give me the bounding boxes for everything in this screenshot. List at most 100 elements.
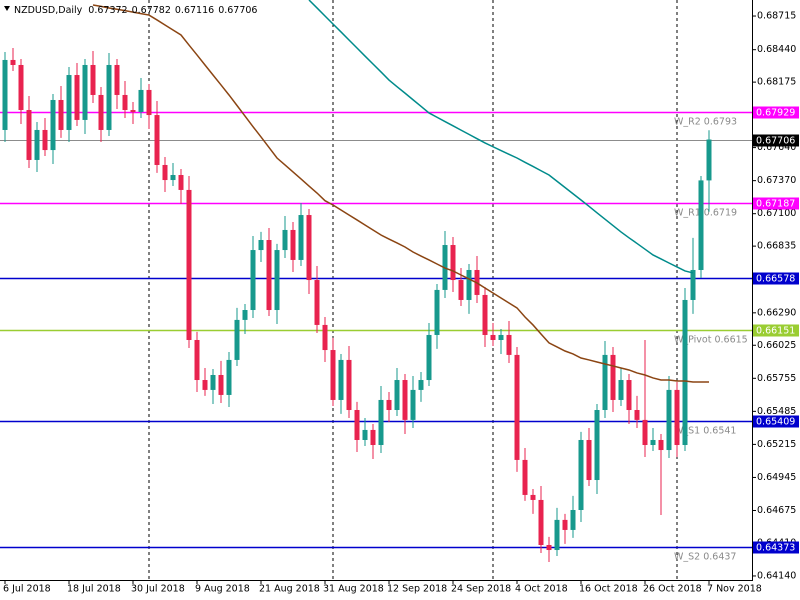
header-high: 0.67782 — [132, 5, 171, 16]
candle-body — [162, 164, 168, 181]
level-price-label: 0.66151 — [756, 326, 795, 337]
level-price-label: 0.67929 — [756, 108, 795, 119]
candle-body — [586, 439, 592, 481]
candle-body — [306, 215, 312, 281]
level-value: 0.6437 — [703, 551, 736, 562]
x-tick-label: 26 Oct 2018 — [643, 584, 702, 595]
candle-body — [194, 339, 200, 381]
candle-body — [226, 359, 232, 395]
candle-body — [426, 334, 432, 381]
candle-body — [330, 350, 336, 400]
candle-body — [154, 115, 160, 165]
x-tick-label: 12 Sep 2018 — [387, 584, 447, 595]
y-tick-label: 0.65755 — [757, 373, 796, 384]
candle-body — [98, 94, 104, 130]
candle-body — [570, 509, 576, 530]
level-label: W_R2 0.6793 — [674, 116, 737, 127]
candle-body — [530, 494, 536, 500]
candle-body — [26, 110, 32, 160]
candle-body — [498, 334, 504, 340]
candle-body — [394, 380, 400, 411]
candle-body — [362, 429, 368, 440]
level-price-box — [753, 541, 799, 554]
candle-body — [282, 229, 288, 251]
y-tick-label: 0.66835 — [757, 241, 796, 252]
candle-body — [602, 354, 608, 411]
x-tick-label: 24 Sep 2018 — [451, 584, 511, 595]
level-label: W_R1 0.6719 — [674, 207, 737, 218]
candle-body — [82, 64, 88, 120]
candle-body — [402, 380, 408, 420]
y-tick-label: 0.64675 — [757, 505, 796, 516]
candle-body — [146, 89, 152, 116]
candle-body — [322, 324, 328, 351]
y-tick-label: 0.64140 — [757, 570, 796, 581]
candle-body — [482, 294, 488, 335]
level-price-box — [753, 106, 799, 119]
x-tick-label: 9 Aug 2018 — [195, 584, 250, 595]
current-price-box — [753, 134, 799, 147]
candle-body — [538, 499, 544, 545]
candle-body — [258, 240, 264, 251]
candle-body — [338, 359, 344, 400]
candle-body — [610, 354, 616, 400]
x-tick-label: 6 Jul 2018 — [3, 584, 51, 595]
y-tick-label: 0.67640 — [757, 142, 796, 153]
current-price-label: 0.67706 — [756, 136, 795, 147]
x-tick-label: 16 Oct 2018 — [579, 584, 638, 595]
x-tick-label: 31 Aug 2018 — [323, 584, 384, 595]
level-price-box — [753, 415, 799, 428]
y-tick-label: 0.65215 — [757, 439, 796, 450]
level-value: 0.6719 — [704, 207, 737, 218]
header-icon — [4, 6, 10, 11]
candle-body — [314, 280, 320, 325]
candle-body — [594, 410, 600, 481]
level-price-label: 0.67187 — [756, 199, 795, 210]
candle-body — [210, 374, 216, 390]
x-tick-label: 30 Jul 2018 — [131, 584, 185, 595]
header-close: 0.67706 — [218, 5, 257, 16]
x-tick-label: 18 Jul 2018 — [67, 584, 121, 595]
candle-body — [618, 380, 624, 400]
candle-body — [506, 334, 512, 355]
x-tick-label: 4 Oct 2018 — [515, 584, 568, 595]
level-price-label: 0.65409 — [756, 417, 795, 428]
candle-body — [42, 129, 48, 151]
candle-body — [514, 354, 520, 460]
candle-body — [266, 240, 272, 311]
candle-body — [18, 64, 24, 111]
candle-body — [178, 175, 184, 190]
level-price-box — [753, 197, 799, 210]
y-tick-label: 0.68715 — [757, 11, 796, 22]
candle-body — [666, 389, 672, 451]
x-tick-label: 7 Nov 2018 — [707, 584, 762, 595]
candle-body — [234, 319, 240, 360]
candle-body — [554, 519, 560, 551]
candle-body — [418, 380, 424, 390]
candle-body — [114, 64, 120, 95]
candle-body — [634, 410, 640, 420]
level-value: 0.6541 — [703, 425, 736, 436]
candle-body — [106, 64, 112, 130]
y-tick-label: 0.68440 — [757, 44, 796, 55]
candle-body — [546, 544, 552, 551]
level-name: W_S2 — [674, 551, 700, 562]
candle-body — [682, 299, 688, 446]
candle-body — [50, 99, 56, 151]
y-tick-label: 0.64945 — [757, 472, 796, 483]
x-tick-label: 21 Aug 2018 — [259, 584, 320, 595]
candle-body — [298, 215, 304, 260]
level-value: 0.6793 — [704, 116, 737, 127]
level-label: W_Pivot 0.6615 — [674, 334, 748, 345]
candle-body — [450, 245, 456, 281]
level-name: W_R1 — [674, 207, 701, 218]
level-price-box — [753, 324, 799, 337]
candle-body — [130, 110, 136, 112]
y-tick-label: 0.66025 — [757, 340, 796, 351]
y-tick-label: 0.65485 — [757, 406, 796, 417]
y-tick-label: 0.68175 — [757, 77, 796, 88]
candle-body — [626, 380, 632, 411]
